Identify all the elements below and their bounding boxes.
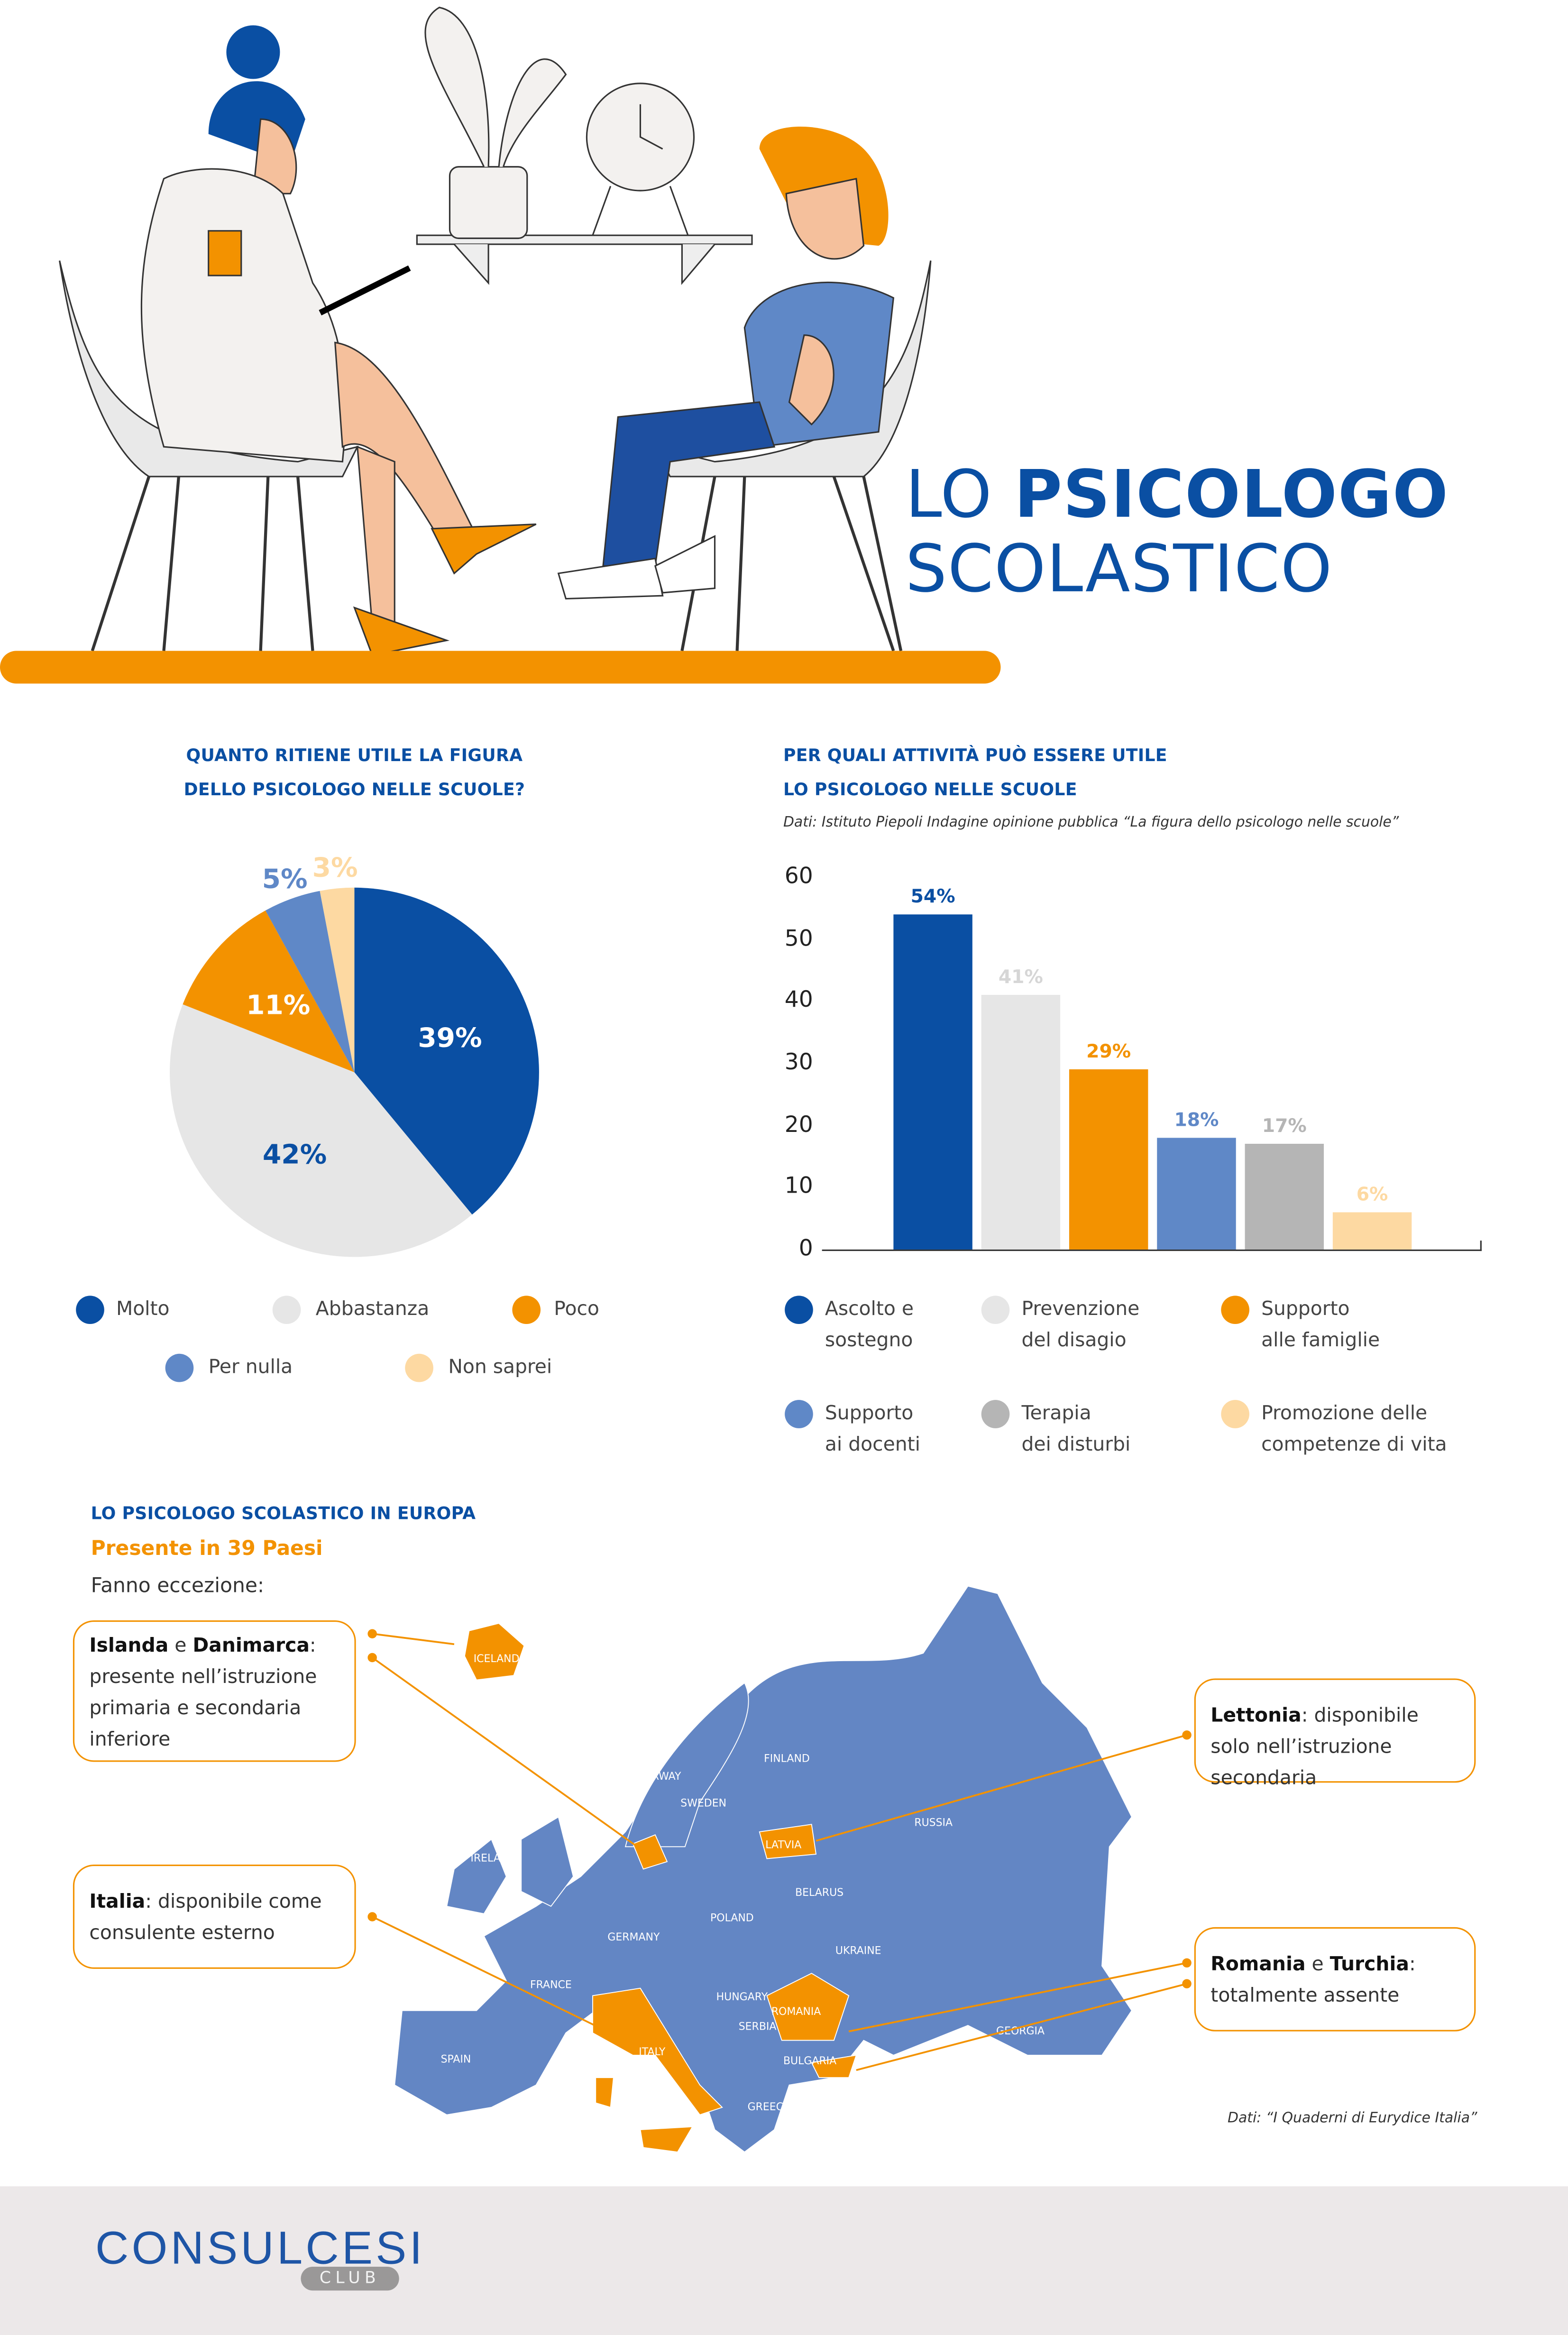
legend-label: Abbastanza: [315, 1298, 430, 1321]
europe-title: LO PSICOLOGO SCOLASTICO IN EUROPA: [91, 1502, 476, 1524]
legend-label: Ascolto e sostegno: [825, 1298, 914, 1352]
pie-data-label: 11%: [246, 990, 310, 1020]
bar-data-label: 41%: [998, 965, 1043, 988]
legend-label: Poco: [554, 1298, 599, 1321]
denmark-highlight: [632, 1834, 668, 1870]
map-country-label: ITALY: [639, 2046, 666, 2058]
callout-latvia: Lettonia: disponibile solo nell’istruzio…: [1194, 1678, 1476, 1790]
map-country-label: SWEDEN: [680, 1798, 726, 1810]
map-country-label: IRELAND: [470, 1853, 516, 1865]
iceland-highlight: [464, 1623, 525, 1681]
y-tick-label: 40: [784, 986, 813, 1013]
map-country-label: POLAND: [710, 1912, 754, 1924]
map-country-label: ICELAND: [474, 1653, 520, 1665]
y-tick-label: 30: [784, 1048, 813, 1076]
legend-swatch-poco: [512, 1296, 541, 1324]
turkey-highlight: [811, 2054, 857, 2078]
callout-iceland-denmark: Islanda e Danimarca: presente nell’istru…: [73, 1620, 356, 1762]
y-tick-label: 60: [784, 862, 813, 889]
bar: [1069, 1069, 1148, 1250]
legend-swatch: [785, 1296, 813, 1324]
legend-swatch: [981, 1400, 1010, 1428]
romania-highlight: [766, 1973, 850, 2041]
pie-slice-per-nulla: [265, 891, 355, 1073]
y-tick-label: 0: [798, 1234, 813, 1262]
legend-swatch: [1221, 1400, 1249, 1428]
italy-highlight: [592, 1987, 723, 2115]
map-country-label: GREECE: [748, 2101, 790, 2113]
bar-data-label: 29%: [1086, 1039, 1131, 1062]
legend-swatch-per-nulla: [165, 1353, 194, 1382]
bar-chart-title: PER QUALI ATTIVITÀ PUÒ ESSERE UTILE LO PS…: [783, 745, 1167, 800]
callout-italy: Italia: disponibile come consulente este…: [73, 1865, 356, 1969]
map-country-label: BULGARIA: [783, 2055, 836, 2067]
consulcesi-logo: CONSULCESI: [95, 2222, 425, 2274]
legend-label: Per nulla: [208, 1357, 293, 1379]
legend-swatch-non-saprei: [405, 1353, 433, 1382]
psychologist-illustration: [0, 7, 1001, 684]
pie-slice-molto: [354, 887, 539, 1215]
legend-swatch: [1221, 1296, 1249, 1324]
map-country-label: HUNGARY: [716, 1991, 768, 2003]
y-tick-label: 20: [784, 1110, 813, 1138]
pie-chart-title: QUANTO RITIENE UTILE LA FIGURA DELLO PSIC…: [183, 745, 525, 800]
legend-label: Molto: [116, 1298, 170, 1321]
europe-map: ICELAND NORWAY SWEDEN FINLAND RUSSIA LATVIA BE…: [367, 1585, 1192, 2153]
y-tick-label: 10: [784, 1172, 813, 1200]
bar-data-label: 17%: [1262, 1114, 1307, 1137]
x-axis: [822, 1249, 1482, 1251]
map-source: Dati: “I Quaderni di Eurydice Italia”: [1228, 2110, 1477, 2127]
legend-label: Prevenzione del disagio: [1021, 1298, 1140, 1352]
bar: [981, 995, 1061, 1250]
logo-club-badge: CLUB: [301, 2266, 399, 2291]
map-country-label: SPAIN: [441, 2054, 471, 2066]
legend-label: Supporto alle famiglie: [1261, 1298, 1380, 1352]
map-country-label: NORWAY: [636, 1771, 681, 1783]
pie-data-label: 3%: [312, 853, 358, 883]
legend-label: Non saprei: [448, 1357, 552, 1379]
pie-chart: 39% 42% 11% 5% 3%: [170, 853, 539, 1257]
x-axis-end-tick: [1480, 1241, 1482, 1251]
map-country-label: SERBIA: [739, 2021, 777, 2033]
legend-label: Terapia dei disturbi: [1021, 1403, 1131, 1457]
legend-swatch: [785, 1400, 813, 1428]
bar-data-label: 18%: [1174, 1108, 1219, 1131]
orange-divider-bar: [0, 651, 1001, 684]
bar-data-label: 6%: [1356, 1182, 1388, 1205]
bar: [893, 914, 972, 1250]
pie-data-label: 5%: [262, 864, 308, 894]
bar: [1157, 1138, 1236, 1250]
callout-romania-turkey: Romania e Turchia: totalmente assente: [1194, 1927, 1476, 2032]
bar: [1332, 1212, 1412, 1250]
map-country-label: RUSSIA: [914, 1817, 953, 1829]
pie-slice-poco: [183, 910, 355, 1073]
map-country-label: FINLAND: [764, 1753, 810, 1765]
legend-swatch: [981, 1296, 1010, 1324]
pie-data-label: 39%: [418, 1023, 482, 1054]
bar-chart-source: Dati: Istituto Piepoli Indagine opinione…: [783, 814, 1399, 831]
bar: [1245, 1144, 1324, 1250]
europe-subtitle: Presente in 39 Paesi: [91, 1537, 323, 1561]
map-country-label: ROMANIA: [771, 2006, 821, 2018]
footer: CONSULCESI CLUB: [0, 2186, 1568, 2335]
page-title: LO PSICOLOGO SCOLASTICO: [905, 457, 1449, 608]
map-country-label: UKRAINE: [835, 1945, 881, 1957]
map-country-label: LATVIA: [765, 1839, 801, 1851]
legend-swatch-abbastanza: [272, 1296, 301, 1324]
legend-label: Supporto ai docenti: [825, 1403, 920, 1457]
legend-swatch-molto: [76, 1296, 104, 1324]
map-country-label: GERMANY: [607, 1931, 660, 1943]
pie-data-label: 42%: [263, 1139, 327, 1170]
pie-slice-abbastanza: [170, 1004, 472, 1257]
bar-data-label: 54%: [910, 884, 955, 907]
map-country-label: FRANCE: [530, 1979, 572, 1991]
map-country-label: BELARUS: [795, 1887, 844, 1899]
pie-slice-non-saprei: [320, 887, 355, 1073]
legend-label: Promozione delle competenze di vita: [1261, 1403, 1447, 1457]
y-tick-label: 50: [784, 924, 813, 951]
latvia-highlight: [759, 1824, 817, 1859]
exceptions-label: Fanno eccezione:: [91, 1574, 265, 1598]
